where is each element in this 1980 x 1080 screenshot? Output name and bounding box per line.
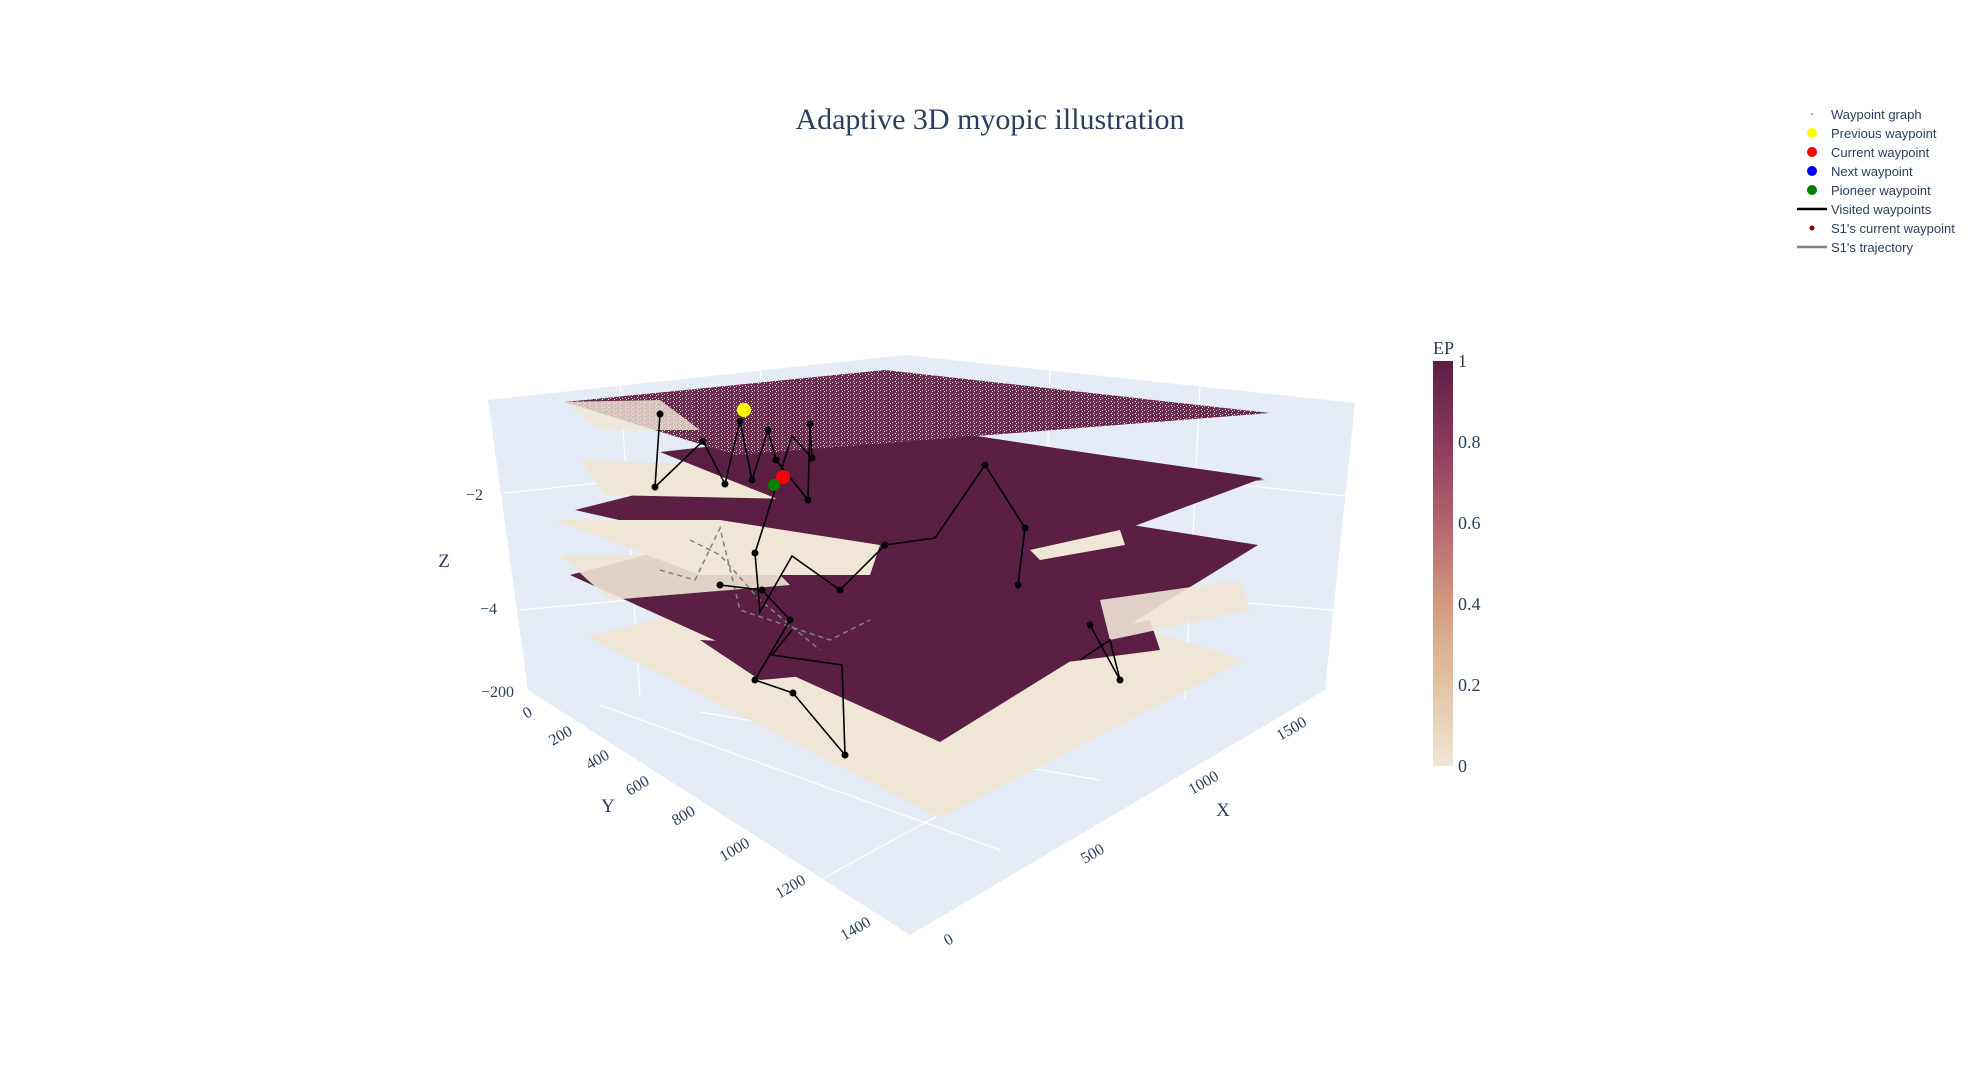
s1-trajectory <box>659 525 871 651</box>
layer-surfaces <box>555 370 1270 818</box>
legend-label: S1's trajectory <box>1831 240 1913 255</box>
layer-3-light-region <box>560 555 1250 640</box>
legend-symbol <box>1807 166 1817 176</box>
y-tick-label: 1200 <box>773 872 809 903</box>
legend-item[interactable]: Visited waypoints <box>1797 202 1932 217</box>
z-axis: Z −2 −4 −200 <box>438 487 514 701</box>
colorbar-title: EP <box>1433 338 1454 358</box>
legend-symbol <box>1810 112 1814 116</box>
legend-item[interactable]: S1's current waypoint <box>1809 221 1956 236</box>
legend-label: Waypoint graph <box>1831 107 1922 122</box>
legend-label: Visited waypoints <box>1831 202 1932 217</box>
legend-label: S1's current waypoint <box>1831 221 1955 236</box>
y-tick-label: 600 <box>623 773 652 800</box>
x-tick-label: 500 <box>1078 841 1107 868</box>
y-tick-label: 400 <box>583 747 612 774</box>
y-tick-label: 1000 <box>717 835 753 866</box>
chart-title: Adaptive 3D myopic illustration <box>795 103 1184 136</box>
special-waypoints <box>737 403 790 491</box>
layer-surface-top <box>565 370 1270 455</box>
colorbar-tick-label: 0 <box>1458 756 1467 776</box>
z-axis-title: Z <box>438 551 450 572</box>
x-tick-label: 1000 <box>1186 768 1222 799</box>
legend-item[interactable]: Current waypoint <box>1807 145 1930 160</box>
z-tick-label: −4 <box>480 601 497 618</box>
x-axis-title: X <box>1216 800 1230 821</box>
previous-waypoint-marker <box>737 403 751 417</box>
visited-waypoints-markers <box>651 410 1124 759</box>
legend-symbol <box>1807 128 1817 138</box>
x-tick-label: 0 <box>941 931 956 950</box>
legend-item[interactable]: Pioneer waypoint <box>1807 183 1931 198</box>
y-tick-label: 800 <box>669 803 698 830</box>
x-tick-label: 1500 <box>1274 714 1310 745</box>
colorbar: EP 0 0.2 0.4 0.6 0.8 1 <box>1433 338 1481 776</box>
legend-symbol <box>1807 147 1817 157</box>
legend: Waypoint graph Previous waypoint Current w… <box>1797 107 1955 255</box>
legend-label: Pioneer waypoint <box>1831 183 1931 198</box>
colorbar-gradient <box>1433 361 1453 766</box>
legend-symbol <box>1807 185 1817 195</box>
y-tick-label: 200 <box>546 723 575 750</box>
y-axis-title: Y <box>601 796 615 817</box>
legend-label: Current waypoint <box>1831 145 1930 160</box>
colorbar-tick-label: 0.4 <box>1458 594 1481 614</box>
z-tick-label: −200 <box>481 684 514 701</box>
current-waypoint-marker <box>776 470 790 484</box>
pioneer-waypoint-marker <box>768 479 780 491</box>
legend-item[interactable]: Waypoint graph <box>1810 107 1922 122</box>
z-tick-label: −2 <box>466 487 483 504</box>
legend-item[interactable]: Next waypoint <box>1807 164 1913 179</box>
legend-label: Next waypoint <box>1831 164 1913 179</box>
legend-item[interactable]: Previous waypoint <box>1807 126 1937 141</box>
legend-symbol <box>1809 225 1815 231</box>
legend-label: Previous waypoint <box>1831 126 1937 141</box>
layer-2-light-region <box>555 520 1125 575</box>
y-tick-label: 0 <box>520 704 535 723</box>
legend-item[interactable]: S1's trajectory <box>1797 240 1913 255</box>
layer-top-light <box>565 400 700 430</box>
colorbar-tick-label: 0.2 <box>1458 675 1481 695</box>
colorbar-tick-label: 0.6 <box>1458 513 1481 533</box>
colorbar-tick-label: 1 <box>1458 351 1467 371</box>
colorbar-tick-label: 0.8 <box>1458 432 1481 452</box>
y-tick-label: 1400 <box>838 914 874 945</box>
